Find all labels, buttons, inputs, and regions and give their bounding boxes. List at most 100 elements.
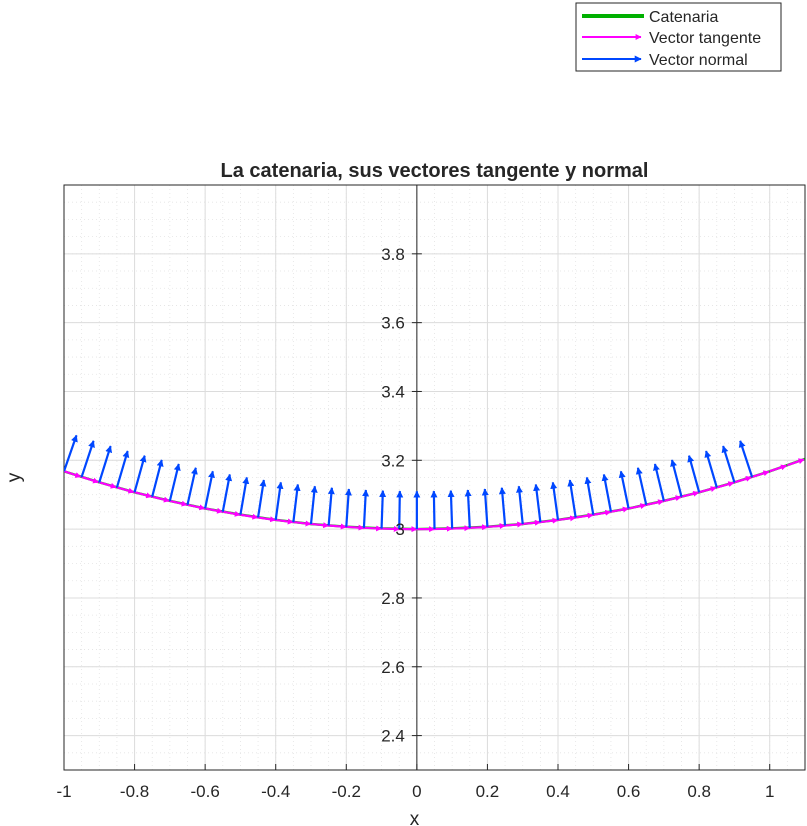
y-tick-label: 3.2 [381,451,405,470]
x-tick-label: -0.4 [261,782,290,801]
normal-vector [447,490,455,529]
normal-vector [430,490,438,529]
tangent-vector [81,475,100,484]
normal-vector [481,488,489,527]
normal-vector [498,487,507,526]
normal-vector [292,483,301,523]
x-tick-label: 0.2 [476,782,500,801]
y-tick-label: 2.6 [381,658,405,677]
tangent-vector [769,464,787,473]
tangent-vector [540,517,559,524]
x-tick-label: -0.2 [332,782,361,801]
tangent-vector [134,491,153,499]
x-tick-label: 1 [765,782,774,801]
tangent-vector [98,481,117,489]
normal-vector [704,450,718,488]
tangent-vector [363,525,383,532]
tangent-vector [257,516,277,523]
tangent-vector [381,525,400,532]
x-tick-label: 0.8 [687,782,711,801]
tangent-vector [116,486,135,494]
normal-vector [379,490,387,529]
normal-vector [635,467,648,506]
tangent-vector [469,524,489,531]
normal-vector [362,489,370,528]
tangent-vector [504,521,524,528]
normal-vector [115,450,130,488]
tangent-vector [734,475,752,484]
normal-vector [396,490,404,529]
tangent-vector [346,524,365,531]
tangent-vector [593,509,612,516]
legend-normal-label: Vector normal [649,52,748,69]
normal-vector [653,463,665,502]
normal-vector [738,440,754,478]
normal-vector [64,434,78,472]
normal-vector [464,489,472,528]
tangent-vector [310,522,330,529]
tangent-vector [222,510,241,517]
normal-vector [721,445,736,483]
normal-vector [327,487,335,526]
tangent-vector [452,525,471,532]
tangent-vector [663,495,682,502]
tangent-vector [169,499,188,507]
y-tick-label: 3.8 [381,245,405,264]
y-axis-label: y [4,472,25,482]
tangent-vector [328,523,347,530]
normal-vector [168,463,181,502]
x-tick-label: 0 [412,782,421,801]
x-tick-label: 0.4 [546,782,570,801]
normal-vector [239,476,250,515]
x-tick-label: -0.6 [190,782,219,801]
x-tick-label: -1 [56,782,71,801]
normal-vector [274,481,284,521]
normal-vector [186,467,198,506]
normal-vector [204,470,215,509]
x-tick-label: 0.6 [617,782,641,801]
tangent-vector [64,470,82,478]
normal-vector [309,485,318,525]
normal-vector [584,476,595,515]
tangent-vector [151,495,170,503]
legend-catenaria-label: Catenaria [649,9,718,26]
normal-vector [670,459,683,497]
x-tick-label: -0.8 [120,782,149,801]
y-tick-label: 2.4 [381,727,405,746]
tangent-vector [698,486,717,494]
tangent-vector [575,512,594,519]
tangent-vector [522,519,541,526]
normal-vector [221,473,233,512]
tangent-vector [293,520,312,527]
normal-vector [533,483,542,523]
tangent-vector [487,523,506,530]
normal-vector [98,445,113,483]
chart-marks [64,434,805,533]
normal-vector [618,470,630,509]
tangent-vector [187,503,206,511]
y-tick-label: 3.6 [381,314,405,333]
tangent-vector [786,458,805,467]
plot-area-frame [63,184,806,771]
tangent-vector [681,490,700,498]
normal-vector [151,459,164,497]
y-tick-label: 2.8 [381,589,405,608]
normal-vector [550,481,560,521]
tangent-vector [204,507,224,514]
x-axis-label: x [410,809,420,826]
normal-vector [601,473,613,512]
tangent-vector [628,503,647,510]
normal-vector [256,479,267,518]
normal-vector [516,485,524,525]
normal-vector [567,479,577,518]
normal-vector [344,488,352,527]
y-tick-label: 3.4 [381,382,405,401]
tangent-vector [557,515,577,522]
tangent-vector [610,506,629,513]
tangent-vector [275,518,294,525]
tangent-vector [751,470,770,478]
tangent-vector [716,481,735,489]
tick-labels: -1 -0.8 -0.6 -0.4 -0.2 0 0.2 0.4 0.6 0.8 1 2.4 2.6 2.… [56,245,774,801]
tangent-vector [645,499,665,506]
